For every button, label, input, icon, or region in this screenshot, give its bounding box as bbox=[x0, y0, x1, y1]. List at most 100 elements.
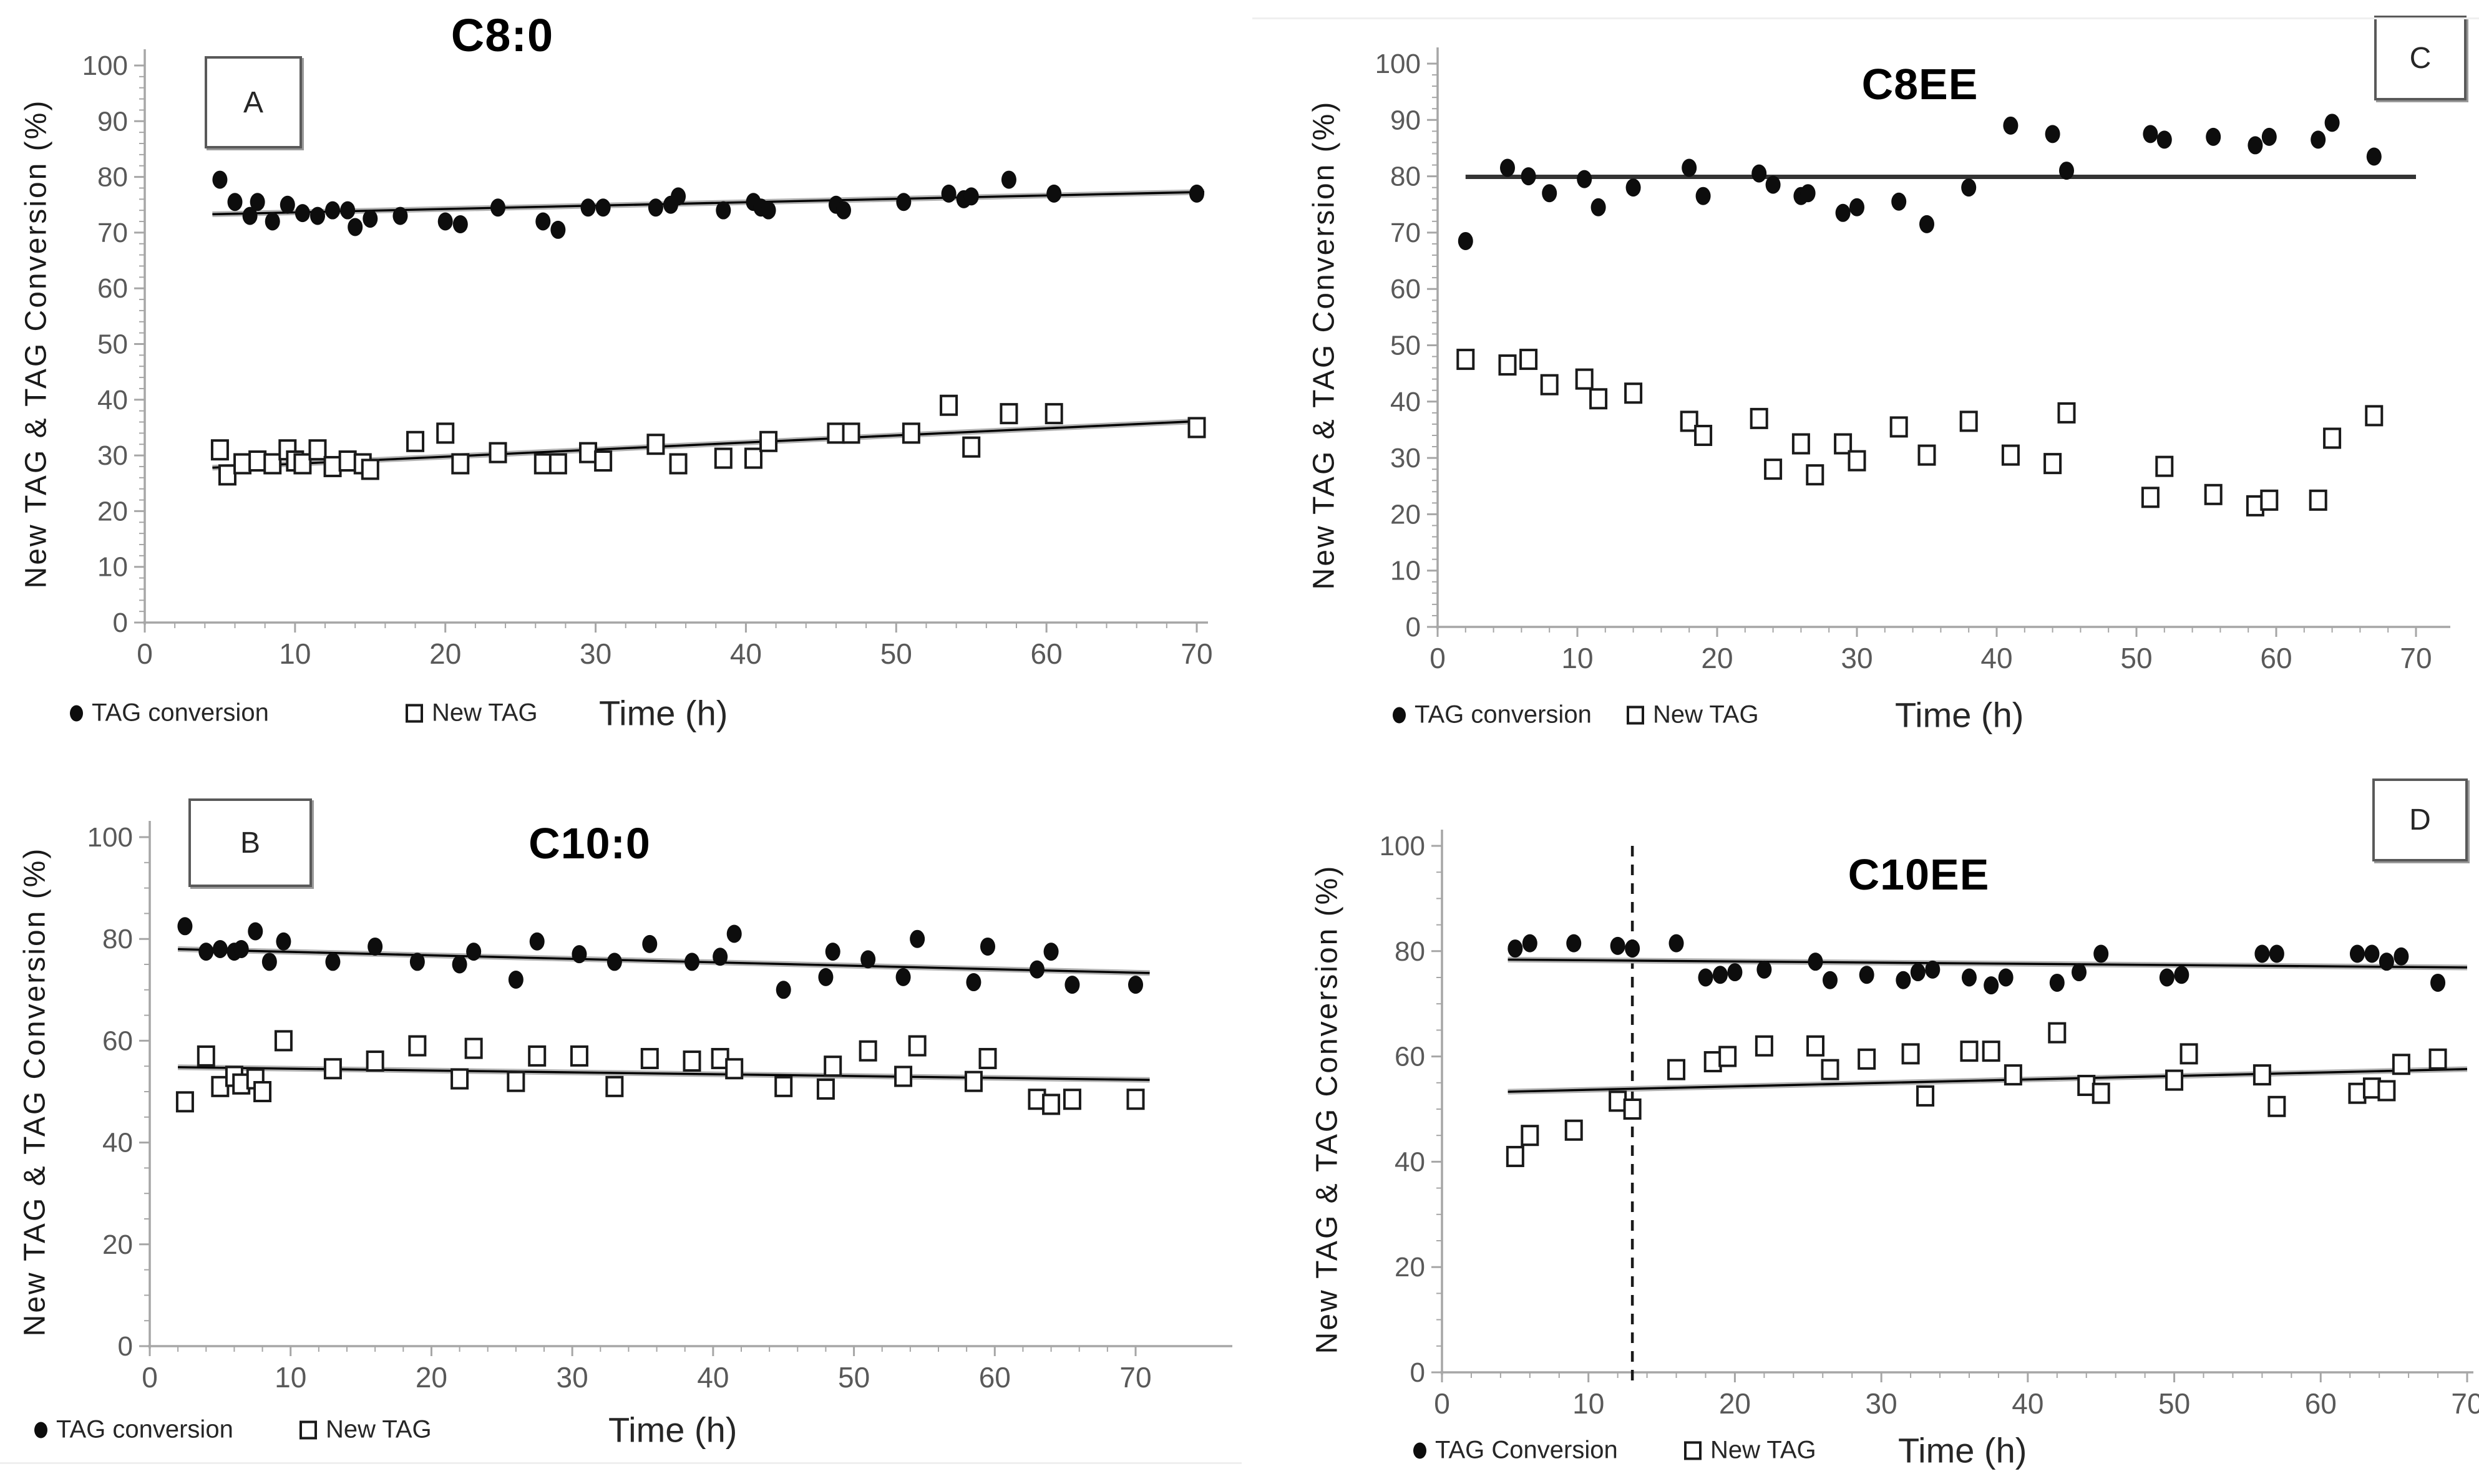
tag-conversion-point bbox=[1712, 966, 1728, 984]
legend-label-new-tag: New TAG bbox=[1710, 1436, 1816, 1464]
x-tick-label: 30 bbox=[1866, 1387, 1897, 1420]
panel-c: 0 10 20 30 40 50 60 70 80 90 100 0 10 20 30 40 50 60 70 C8… bbox=[1240, 0, 2479, 742]
new-tag-point bbox=[1764, 458, 1783, 480]
open-square-icon bbox=[1684, 1441, 1702, 1460]
tag-conversion-point bbox=[1910, 963, 1926, 982]
legend-item-tag-conversion: TAG conversion bbox=[70, 699, 269, 727]
legend-item-new-tag: New TAG bbox=[1627, 701, 1759, 729]
new-tag-point bbox=[2043, 453, 2062, 475]
y-tick-label: 60 bbox=[97, 273, 128, 304]
trendline bbox=[1507, 958, 2468, 969]
new-tag-point bbox=[964, 1070, 983, 1092]
legend-item-new-tag: New TAG bbox=[1684, 1437, 1816, 1465]
tag-conversion-point bbox=[684, 953, 699, 971]
new-tag-point bbox=[197, 1045, 215, 1067]
tag-conversion-point bbox=[325, 953, 341, 971]
tag-conversion-point bbox=[1925, 960, 1941, 979]
tag-conversion-point bbox=[910, 929, 925, 948]
tag-conversion-point bbox=[2049, 973, 2065, 992]
new-tag-point bbox=[725, 1058, 744, 1080]
new-tag-point bbox=[2267, 1095, 2286, 1117]
x-tick-label: 0 bbox=[142, 1361, 158, 1394]
new-tag-point bbox=[2392, 1054, 2410, 1075]
new-tag-point bbox=[1848, 450, 1866, 472]
new-tag-point bbox=[507, 1070, 525, 1092]
new-tag-point bbox=[2001, 444, 2020, 466]
trendline bbox=[178, 948, 1150, 974]
tag-conversion-point bbox=[2045, 125, 2060, 143]
new-tag-point bbox=[528, 1045, 547, 1067]
tag-conversion-point bbox=[1919, 215, 1934, 233]
panel-a: 0 10 20 30 40 50 60 70 80 90 100 0 10 20 30 40 50 60 70 C8… bbox=[0, 0, 1239, 742]
tag-conversion-point bbox=[1682, 158, 1697, 177]
new-tag-point bbox=[2004, 1064, 2022, 1086]
y-tick-label: 20 bbox=[1390, 499, 1421, 530]
tag-conversion-point bbox=[2366, 147, 2382, 166]
legend-label-new-tag: New TAG bbox=[432, 699, 538, 727]
tag-conversion-point bbox=[2311, 130, 2326, 149]
y-tick-label: 100 bbox=[1380, 831, 1425, 861]
new-tag-point bbox=[175, 1091, 194, 1113]
new-tag-point bbox=[2362, 1077, 2381, 1099]
tag-conversion-point bbox=[1984, 976, 1999, 995]
open-square-icon bbox=[406, 704, 423, 722]
new-tag-point bbox=[1917, 444, 1936, 466]
panel-d: 0 20 40 60 80 100 0 10 20 30 40 50 60 70 C10EE New TA… bbox=[1240, 742, 2479, 1484]
tag-conversion-point bbox=[580, 198, 596, 217]
tag-conversion-point bbox=[466, 943, 482, 961]
y-tick-label: 20 bbox=[102, 1229, 133, 1260]
tag-conversion-point bbox=[2174, 966, 2189, 984]
tag-conversion-point bbox=[966, 973, 981, 992]
tag-conversion-point bbox=[212, 940, 228, 959]
tag-conversion-point bbox=[248, 922, 263, 941]
tag-conversion-point bbox=[529, 932, 545, 951]
tag-conversion-point bbox=[1128, 976, 1143, 994]
tag-conversion-point bbox=[2248, 136, 2263, 155]
legend-label-new-tag: New TAG bbox=[326, 1415, 432, 1443]
legend-a: TAG conversion New TAG Time (h) bbox=[0, 688, 1239, 738]
tag-conversion-point bbox=[1043, 943, 1059, 961]
tag-conversion-point bbox=[2003, 116, 2019, 135]
tag-conversion-point bbox=[1698, 968, 1713, 987]
new-tag-point bbox=[308, 439, 327, 461]
tag-conversion-point bbox=[250, 193, 265, 211]
filled-circle-icon bbox=[34, 1422, 47, 1438]
legend-item-tag-conversion: TAG conversion bbox=[1393, 701, 1592, 729]
new-tag-point bbox=[2323, 427, 2342, 449]
new-tag-point bbox=[570, 1045, 588, 1067]
open-square-icon bbox=[1627, 706, 1644, 724]
new-tag-point bbox=[489, 442, 507, 463]
x-tick-label: 0 bbox=[1434, 1387, 1450, 1420]
x-tick-label: 20 bbox=[1701, 642, 1733, 674]
new-tag-point bbox=[1000, 403, 1018, 425]
x-tick-label: 20 bbox=[416, 1361, 447, 1394]
tag-conversion-point bbox=[606, 953, 622, 971]
new-tag-point bbox=[940, 394, 958, 416]
x-tick-label: 20 bbox=[429, 638, 461, 670]
new-tag-point bbox=[2428, 1048, 2447, 1070]
tag-conversion-point bbox=[242, 206, 258, 225]
tag-conversion-point bbox=[1695, 187, 1711, 205]
tag-conversion-point bbox=[1961, 178, 1977, 197]
new-tag-point bbox=[274, 1030, 293, 1052]
tag-conversion-point bbox=[1835, 203, 1851, 222]
tag-conversion-point bbox=[1064, 976, 1080, 994]
new-tag-point bbox=[902, 422, 920, 444]
legend-item-new-tag: New TAG bbox=[300, 1416, 432, 1444]
new-tag-point bbox=[2260, 489, 2279, 511]
tag-conversion-point bbox=[1751, 164, 1767, 183]
legend-item-tag-conversion: TAG Conversion bbox=[1413, 1437, 1618, 1465]
tag-conversion-point bbox=[572, 945, 587, 964]
new-tag-point bbox=[2141, 487, 2160, 508]
x-tick-label: 10 bbox=[275, 1361, 306, 1394]
y-tick-label: 0 bbox=[1410, 1357, 1425, 1388]
y-tick-label: 40 bbox=[102, 1128, 133, 1158]
x-tick-label: 70 bbox=[2400, 642, 2432, 674]
new-tag-point bbox=[2048, 1022, 2067, 1044]
new-tag-point bbox=[1063, 1089, 1081, 1110]
tag-conversion-point bbox=[1610, 936, 1625, 955]
new-tag-point bbox=[594, 450, 613, 472]
y-tick-label: 10 bbox=[97, 552, 128, 583]
new-tag-point bbox=[1703, 1051, 1722, 1073]
